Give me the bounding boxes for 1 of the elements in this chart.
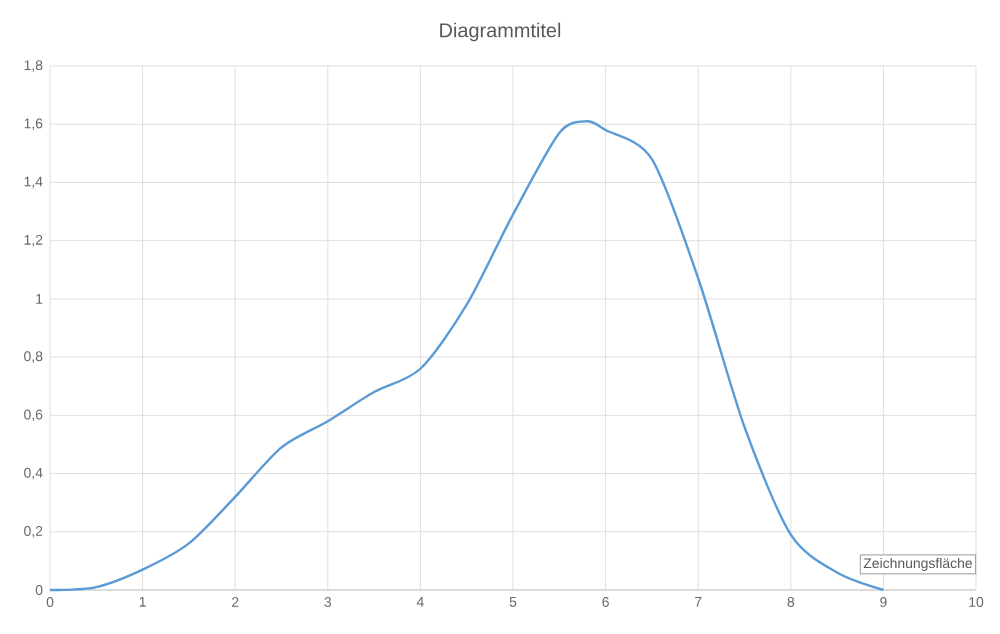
chart-title: Diagrammtitel — [440, 22, 561, 42]
